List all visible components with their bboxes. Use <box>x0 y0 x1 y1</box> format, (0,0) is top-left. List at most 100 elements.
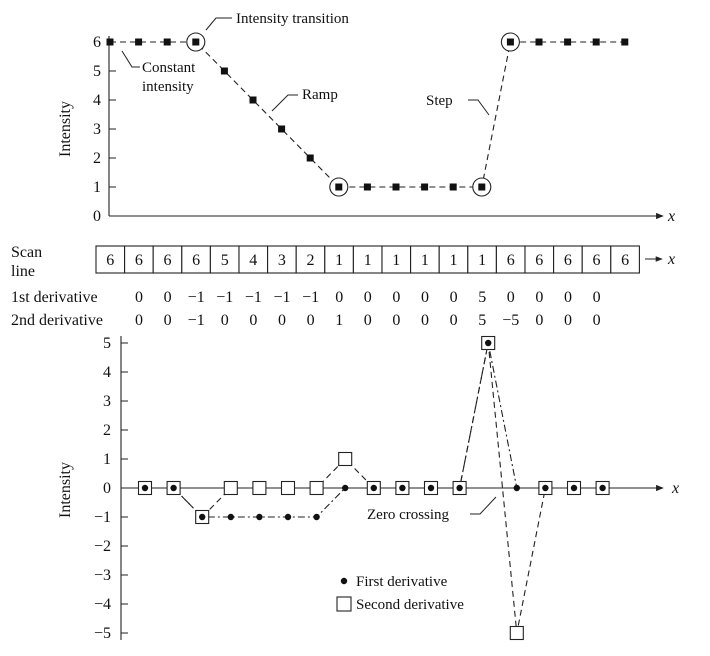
second-derivative-value: 0 <box>535 312 543 329</box>
scan-line-table: Scan line 6 6 6 6 5 4 3 2 1 1 1 1 1 1 6 6 6 6 6 x <box>11 244 675 280</box>
top-y-axis-label: Intensity <box>57 101 74 157</box>
scan-value: 6 <box>106 252 114 269</box>
legend-first-marker <box>340 577 348 585</box>
scan-value: 2 <box>307 252 315 269</box>
top-profile-point <box>564 38 572 46</box>
scan-cell <box>124 245 154 274</box>
first-derivative-value: 0 <box>564 289 572 306</box>
constant-annotation-line2: intensity <box>142 79 194 95</box>
first-derivative-values: 0 0 −1 −1 −1 −1 −1 0 0 0 0 0 5 0 0 0 0 <box>135 289 601 306</box>
first-derivative-value: 0 <box>450 289 458 306</box>
ramp-annotation: Ramp <box>302 87 338 103</box>
first-derivative-value: −1 <box>273 289 290 306</box>
second-derivative-point <box>309 480 324 496</box>
bottom-y-tick-label: −4 <box>94 596 111 613</box>
bottom-y-tick-label: 5 <box>103 335 111 352</box>
bottom-y-tick-label: −5 <box>94 625 111 642</box>
second-derivative-value: 0 <box>593 312 601 329</box>
transition-annotation: Intensity transition <box>236 11 349 27</box>
scan-cell <box>295 245 326 274</box>
top-profile-point <box>449 183 457 191</box>
first-derivative-value: 0 <box>421 289 429 306</box>
top-profile-point <box>278 125 286 133</box>
second-derivative-point <box>280 480 296 496</box>
scan-cell <box>610 245 640 274</box>
scan-cells: 6 6 6 6 5 4 3 2 1 1 1 1 1 1 6 6 6 6 6 <box>95 245 640 274</box>
first-derivative-point <box>427 484 435 492</box>
second-derivative-value: 0 <box>164 312 172 329</box>
first-derivative-value: 0 <box>335 289 343 306</box>
first-derivative-point <box>370 484 377 492</box>
first-derivative-point <box>570 484 578 492</box>
first-derivative-point <box>342 484 349 492</box>
top-profile-point <box>163 38 171 46</box>
first-derivative-point <box>227 513 234 521</box>
top-y-ticks: 0 1 2 3 4 5 6 <box>93 34 116 225</box>
second-derivative-values: 0 0 −1 0 0 0 0 1 0 0 0 0 5 −5 0 0 0 <box>135 312 601 329</box>
legend-second-marker <box>336 596 352 612</box>
bottom-y-ticks: −5 −4 −3 −2 −1 0 1 2 3 4 5 <box>94 335 128 642</box>
second-derivative-value: 0 <box>421 312 429 329</box>
step-annotation: Step <box>426 93 453 109</box>
first-derivative-point <box>599 484 606 492</box>
top-y-tick-label: 2 <box>93 150 101 167</box>
bottom-y-tick-label: −2 <box>94 538 111 555</box>
top-y-tick-label: 0 <box>93 208 101 225</box>
scan-label-line2: line <box>11 263 35 280</box>
second-derivative-value: 0 <box>364 312 372 329</box>
zero-crossing-annotation: Zero crossing <box>367 507 450 523</box>
scan-value: 6 <box>507 252 515 269</box>
scan-cell <box>324 245 354 274</box>
scan-cell <box>581 245 612 274</box>
second-derivative-value: 0 <box>249 312 257 329</box>
second-derivative-point <box>252 480 267 496</box>
first-derivative-value: 0 <box>364 289 372 306</box>
scan-value: 1 <box>478 252 486 269</box>
top-y-tick-label: 1 <box>93 179 101 196</box>
top-y-tick-label: 5 <box>93 63 101 80</box>
top-profile-point <box>306 154 314 162</box>
top-profile-point <box>135 38 143 46</box>
top-y-tick-label: 6 <box>93 34 101 51</box>
second-derivative-point <box>223 480 238 496</box>
second-derivative-value: 1 <box>335 312 343 329</box>
first-derivative-value: −1 <box>188 289 205 306</box>
scan-value: 6 <box>564 252 572 269</box>
scan-value: 4 <box>249 252 257 269</box>
second-derivative-value: 0 <box>135 312 143 329</box>
scan-value: 6 <box>535 252 543 269</box>
top-x-axis-label: x <box>667 208 675 225</box>
scan-value: 6 <box>135 252 143 269</box>
second-derivative-line <box>145 342 603 634</box>
scan-cell <box>267 245 297 274</box>
second-derivative-value: 5 <box>478 312 486 329</box>
second-derivative-value: 0 <box>450 312 458 329</box>
first-derivative-point <box>170 484 177 492</box>
scan-value: 6 <box>192 252 200 269</box>
legend: First derivative Second derivative <box>336 574 464 613</box>
top-profile-point <box>506 38 514 46</box>
first-derivative-value: 0 <box>593 289 601 306</box>
second-derivative-value: 0 <box>564 312 572 329</box>
bottom-y-tick-label: −3 <box>94 567 111 584</box>
first-derivative-point <box>456 484 463 492</box>
top-profile-point <box>421 183 429 191</box>
scan-cell <box>238 245 269 274</box>
top-profile-point <box>621 38 629 46</box>
step-leader <box>468 99 490 116</box>
first-derivative-value: 0 <box>164 289 172 306</box>
bottom-y-tick-label: 4 <box>103 364 111 381</box>
top-profile-point <box>335 183 343 191</box>
top-profile-point <box>363 183 371 191</box>
second-derivative-point <box>509 625 524 641</box>
first-derivative-point <box>284 513 292 521</box>
top-y-tick-label: 4 <box>93 92 101 109</box>
first-derivative-point <box>542 484 549 492</box>
second-derivative-value: 0 <box>278 312 286 329</box>
scan-value: 1 <box>450 252 458 269</box>
second-derivative-value: 0 <box>392 312 400 329</box>
second-derivative-value: −1 <box>188 312 205 329</box>
legend-first-label: First derivative <box>356 574 448 590</box>
second-derivative-point <box>338 451 353 467</box>
